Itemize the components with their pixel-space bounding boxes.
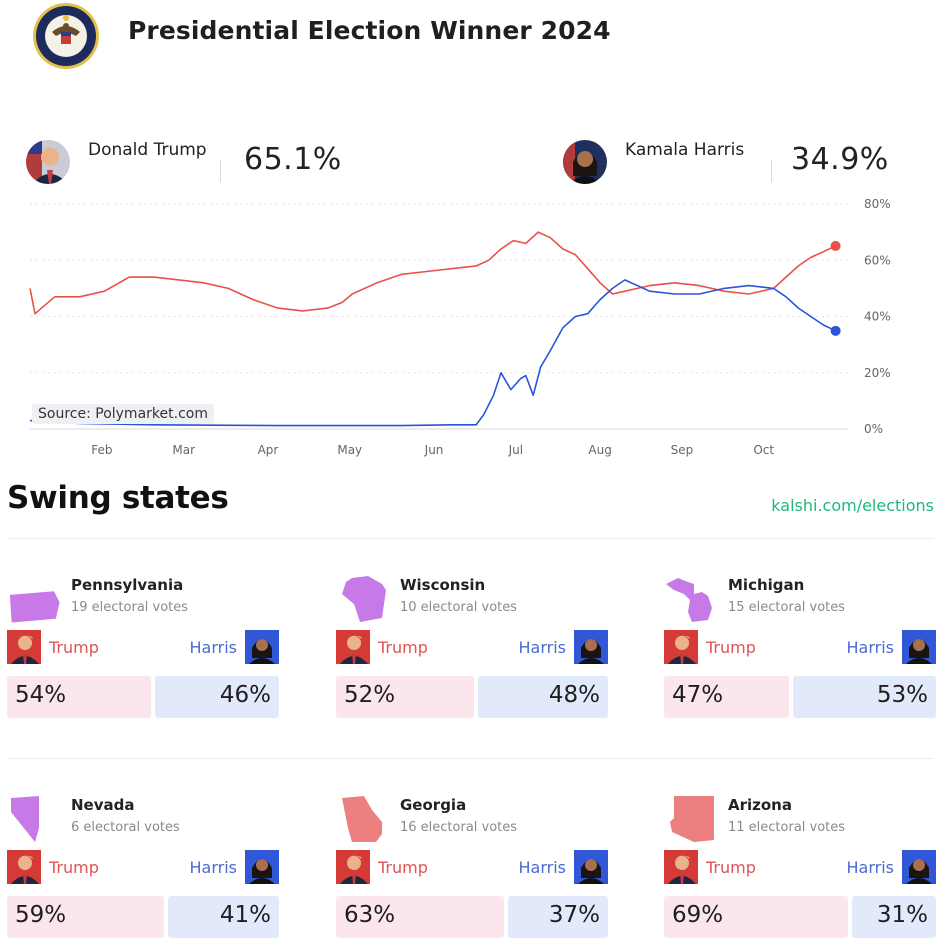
- harris-avatar: [902, 630, 936, 664]
- state-name: Arizona: [728, 796, 792, 814]
- section-title: Swing states: [7, 480, 229, 516]
- swing-state-card[interactable]: Arizona 11 electoral votes Trump Harris: [664, 794, 936, 952]
- x-tick-label: Apr: [258, 443, 279, 457]
- harris-label: Harris: [189, 638, 238, 657]
- trump-probability[interactable]: 59%: [7, 896, 164, 938]
- source-label: Source: Polymarket.com: [32, 404, 214, 424]
- kalshi-link[interactable]: kalshi.com/elections: [771, 496, 934, 515]
- candidate-harris[interactable]: Kamala Harris 34.9%: [563, 138, 903, 186]
- trump-label: Trump: [49, 858, 99, 877]
- harris-label: Harris: [846, 858, 895, 877]
- page-title: Presidential Election Winner 2024: [128, 16, 611, 45]
- x-tick-label: Jul: [508, 443, 523, 457]
- divider: [220, 160, 221, 182]
- probability-chart[interactable]: 0% 20% 40% 60% 80% Feb Mar Apr May Jun Jul Aug Sep Oc…: [0, 196, 946, 464]
- trump-label: Trump: [49, 638, 99, 657]
- candidate-name: Kamala Harris: [625, 140, 745, 160]
- state-name: Pennsylvania: [71, 576, 184, 594]
- harris-avatar: [902, 850, 936, 884]
- harris-avatar: [563, 140, 607, 184]
- state-name: Michigan: [728, 576, 805, 594]
- trump-avatar: [7, 850, 41, 884]
- electoral-votes: 19 electoral votes: [71, 600, 189, 615]
- harris-label: Harris: [846, 638, 895, 657]
- candidate-trump[interactable]: Donald Trump 65.1%: [26, 138, 366, 186]
- electoral-votes: 16 electoral votes: [400, 820, 518, 835]
- x-tick-label: Aug: [588, 443, 611, 457]
- state-name: Nevada: [71, 796, 135, 814]
- state-name: Wisconsin: [400, 576, 486, 594]
- harris-label: Harris: [518, 858, 567, 877]
- harris-avatar: [245, 630, 279, 664]
- harris-probability[interactable]: 53%: [793, 676, 936, 718]
- harris-label: Harris: [518, 638, 567, 657]
- candidate-name: Donald Trump: [88, 140, 207, 160]
- harris-probability[interactable]: 48%: [478, 676, 608, 718]
- y-tick-label: 40%: [864, 310, 891, 324]
- harris-label: Harris: [189, 858, 238, 877]
- trump-label: Trump: [706, 638, 756, 657]
- wisconsin-icon: [336, 574, 394, 624]
- x-tick-label: Sep: [671, 443, 694, 457]
- nevada-icon: [7, 794, 65, 844]
- y-tick-label: 60%: [864, 253, 891, 267]
- swing-state-card[interactable]: Wisconsin 10 electoral votes Trump Harri…: [336, 574, 608, 774]
- georgia-icon: [336, 794, 394, 844]
- swing-state-card[interactable]: Pennsylvania 19 electoral votes Trump Ha…: [7, 574, 279, 774]
- trump-probability[interactable]: 54%: [7, 676, 151, 718]
- x-tick-label: Mar: [172, 443, 195, 457]
- arizona-icon: [664, 794, 722, 844]
- candidate-probability: 65.1%: [244, 142, 342, 177]
- divider: [7, 538, 934, 539]
- swing-state-card[interactable]: Nevada 6 electoral votes Trump Harris: [7, 794, 279, 952]
- trump-avatar: [336, 850, 370, 884]
- harris-avatar: [574, 630, 608, 664]
- trump-avatar: [26, 140, 70, 184]
- trump-avatar: [664, 630, 698, 664]
- harris-probability[interactable]: 46%: [155, 676, 279, 718]
- x-tick-label: Feb: [91, 443, 112, 457]
- trump-avatar: [7, 630, 41, 664]
- presidential-seal-icon: [30, 2, 102, 70]
- trump-probability[interactable]: 69%: [664, 896, 848, 938]
- electoral-votes: 10 electoral votes: [400, 600, 518, 615]
- trump-probability[interactable]: 47%: [664, 676, 789, 718]
- electoral-votes: 11 electoral votes: [728, 820, 846, 835]
- divider: [7, 758, 934, 759]
- trump-avatar: [336, 630, 370, 664]
- trump-label: Trump: [378, 858, 428, 877]
- series-line: [29, 231, 836, 315]
- x-tick-label: Oct: [753, 443, 774, 457]
- y-tick-label: 20%: [864, 366, 891, 380]
- trump-probability[interactable]: 52%: [336, 676, 474, 718]
- y-tick-label: 0%: [864, 422, 883, 436]
- trump-label: Trump: [378, 638, 428, 657]
- harris-avatar: [245, 850, 279, 884]
- trump-avatar: [664, 850, 698, 884]
- x-tick-label: Jun: [424, 443, 444, 457]
- y-tick-label: 80%: [864, 197, 891, 211]
- pennsylvania-icon: [7, 574, 65, 624]
- x-tick-label: May: [337, 443, 362, 457]
- series-line: [29, 279, 836, 427]
- divider: [771, 160, 772, 182]
- trump-probability[interactable]: 63%: [336, 896, 504, 938]
- michigan-icon: [664, 574, 722, 624]
- trump-label: Trump: [706, 858, 756, 877]
- swing-state-card[interactable]: Michigan 15 electoral votes Trump Harris: [664, 574, 936, 774]
- electoral-votes: 6 electoral votes: [71, 820, 180, 835]
- state-name: Georgia: [400, 796, 467, 814]
- harris-probability[interactable]: 31%: [852, 896, 936, 938]
- candidate-probability: 34.9%: [791, 142, 889, 177]
- harris-probability[interactable]: 37%: [508, 896, 608, 938]
- series-end-marker: [830, 240, 841, 251]
- series-end-marker: [830, 325, 841, 336]
- electoral-votes: 15 electoral votes: [728, 600, 846, 615]
- harris-probability[interactable]: 41%: [168, 896, 279, 938]
- swing-state-card[interactable]: Georgia 16 electoral votes Trump Harris: [336, 794, 608, 952]
- harris-avatar: [574, 850, 608, 884]
